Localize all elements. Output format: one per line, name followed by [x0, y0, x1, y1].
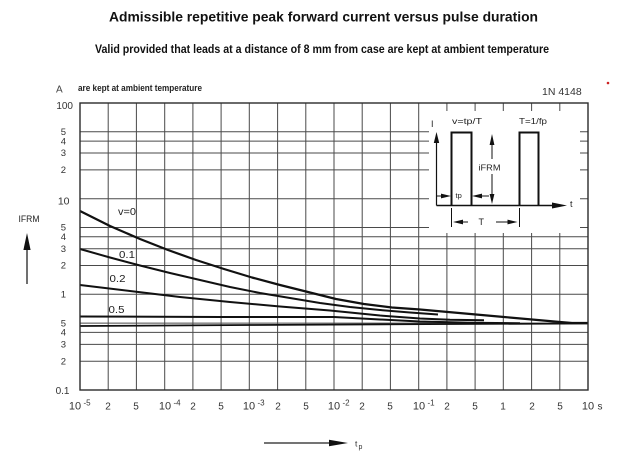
svg-text:tp: tp: [456, 191, 462, 200]
svg-text:3: 3: [61, 340, 66, 351]
svg-text:5: 5: [387, 402, 393, 413]
svg-text:2: 2: [61, 165, 66, 176]
svg-text:10: 10: [243, 401, 255, 413]
svg-text:A: A: [56, 85, 63, 96]
svg-text:0.5: 0.5: [109, 305, 125, 316]
svg-text:p: p: [359, 444, 363, 451]
svg-text:iFRM: iFRM: [479, 163, 501, 173]
svg-text:5: 5: [61, 223, 66, 234]
svg-text:T=1/fp: T=1/fp: [519, 116, 547, 126]
svg-text:-3: -3: [257, 399, 265, 408]
svg-text:4: 4: [61, 232, 66, 243]
svg-text:are kept at ambient temperatur: are kept at ambient temperature: [78, 83, 202, 94]
svg-text:5: 5: [303, 402, 309, 413]
svg-text:1: 1: [61, 290, 66, 301]
svg-text:Valid provided that leads at a: Valid provided that leads at a distance …: [95, 42, 549, 56]
svg-text:IFRM: IFRM: [19, 214, 40, 224]
svg-text:3: 3: [61, 244, 66, 255]
svg-text:T: T: [479, 217, 485, 227]
svg-text:0.2: 0.2: [110, 274, 126, 285]
svg-text:2: 2: [61, 261, 66, 272]
svg-text:5: 5: [472, 402, 478, 413]
svg-text:4: 4: [61, 136, 66, 147]
svg-text:-4: -4: [173, 399, 181, 408]
svg-text:5: 5: [61, 318, 66, 329]
svg-text:-5: -5: [83, 399, 91, 408]
svg-text:Admissible repetitive peak for: Admissible repetitive peak forward curre…: [109, 10, 538, 25]
svg-text:2: 2: [275, 402, 281, 413]
svg-text:2: 2: [444, 402, 450, 413]
svg-text:5: 5: [218, 402, 224, 413]
svg-text:10: 10: [328, 401, 340, 413]
svg-text:t: t: [570, 199, 573, 209]
svg-text:10: 10: [413, 401, 425, 413]
svg-text:2: 2: [529, 402, 535, 413]
svg-text:v=0: v=0: [118, 207, 136, 218]
svg-text:2: 2: [105, 402, 111, 413]
svg-text:10: 10: [582, 401, 594, 413]
svg-text:2: 2: [359, 402, 365, 413]
svg-text:4: 4: [61, 328, 66, 339]
svg-text:5: 5: [61, 127, 66, 138]
svg-text:5: 5: [557, 402, 563, 413]
svg-text:2: 2: [61, 356, 66, 367]
svg-text:0.1: 0.1: [119, 250, 135, 261]
svg-text:3: 3: [61, 148, 66, 159]
svg-text:10: 10: [69, 401, 81, 413]
svg-text:0.1: 0.1: [56, 386, 70, 397]
svg-text:-1: -1: [427, 399, 435, 408]
svg-text:5: 5: [133, 402, 139, 413]
svg-text:10: 10: [159, 401, 171, 413]
svg-text:I: I: [431, 119, 434, 129]
svg-text:v=tp/T: v=tp/T: [452, 116, 482, 126]
svg-text:1N 4148: 1N 4148: [542, 86, 582, 98]
svg-text:t: t: [355, 439, 358, 449]
svg-text:-2: -2: [342, 399, 350, 408]
svg-text:s: s: [598, 402, 603, 413]
svg-text:1: 1: [500, 402, 506, 413]
svg-text:2: 2: [190, 402, 196, 413]
svg-text:100: 100: [56, 101, 73, 112]
svg-text:10: 10: [58, 195, 70, 207]
